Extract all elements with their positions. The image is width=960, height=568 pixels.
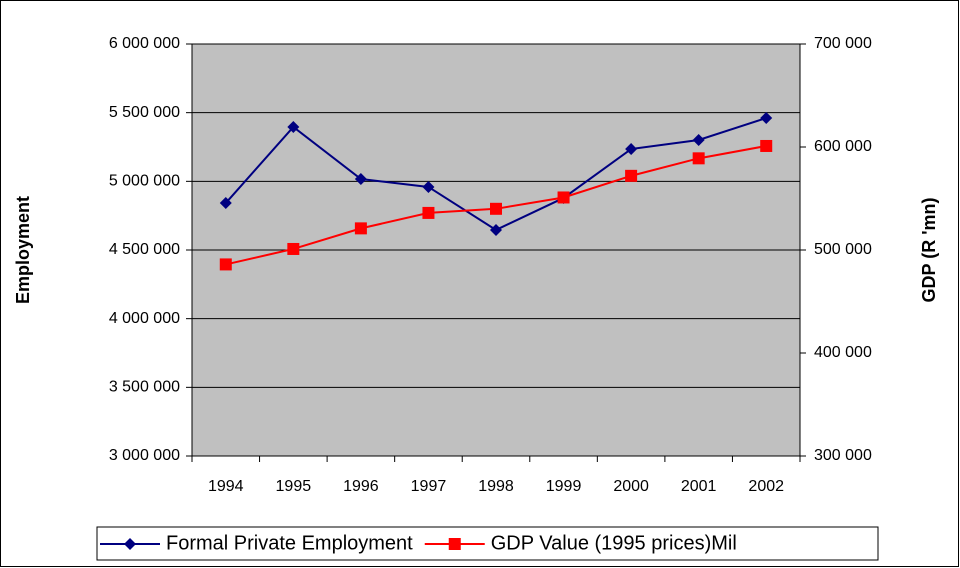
x-tick-label: 2001 <box>681 478 717 495</box>
y-tick-label: 3 500 000 <box>109 379 180 396</box>
data-point <box>760 112 773 125</box>
legend-label: Formal Private Employment <box>166 532 413 554</box>
y2-tick-label: 600 000 <box>814 138 872 155</box>
data-point <box>287 120 300 133</box>
y2-tick-label: 400 000 <box>814 344 872 361</box>
x-tick-label: 1995 <box>276 478 312 495</box>
data-point <box>557 191 570 204</box>
x-tick-label: 2002 <box>748 478 784 495</box>
data-point <box>422 206 435 219</box>
x-tick-label: 1997 <box>411 478 447 495</box>
legend <box>96 526 879 561</box>
x-tick-label: 1996 <box>343 478 379 495</box>
y2-tick-label: 700 000 <box>814 35 872 52</box>
x-tick-label: 1994 <box>208 478 244 495</box>
y-tick-label: 5 500 000 <box>109 104 180 121</box>
legend-label: GDP Value (1995 prices)Mil <box>491 532 737 554</box>
data-point <box>625 169 638 182</box>
data-point <box>692 152 705 165</box>
y2-tick-label: 500 000 <box>814 241 872 258</box>
y-tick-label: 4 000 000 <box>109 310 180 327</box>
data-point <box>354 222 367 235</box>
x-tick-label: 1999 <box>546 478 582 495</box>
data-point <box>422 180 435 193</box>
y2-tick-label: 300 000 <box>814 447 872 464</box>
y2-axis-title: GDP (R 'mn) <box>919 198 939 303</box>
x-tick-label: 2000 <box>613 478 649 495</box>
data-point <box>490 223 502 236</box>
y-tick-label: 3 000 000 <box>109 447 180 464</box>
legend-marker <box>124 538 136 550</box>
data-point <box>219 258 232 271</box>
data-point <box>760 139 773 152</box>
y-tick-label: 5 000 000 <box>109 173 180 190</box>
y-tick-label: 6 000 000 <box>109 35 180 52</box>
data-point <box>287 242 300 255</box>
x-tick-label: 1998 <box>478 478 514 495</box>
data-point <box>625 143 638 156</box>
data-point <box>219 197 232 210</box>
y-axis-title: Employment <box>13 196 33 304</box>
y-tick-label: 4 500 000 <box>109 241 180 258</box>
data-point <box>490 202 502 215</box>
legend-marker <box>448 538 461 550</box>
data-point <box>692 133 705 146</box>
data-point <box>354 172 367 185</box>
